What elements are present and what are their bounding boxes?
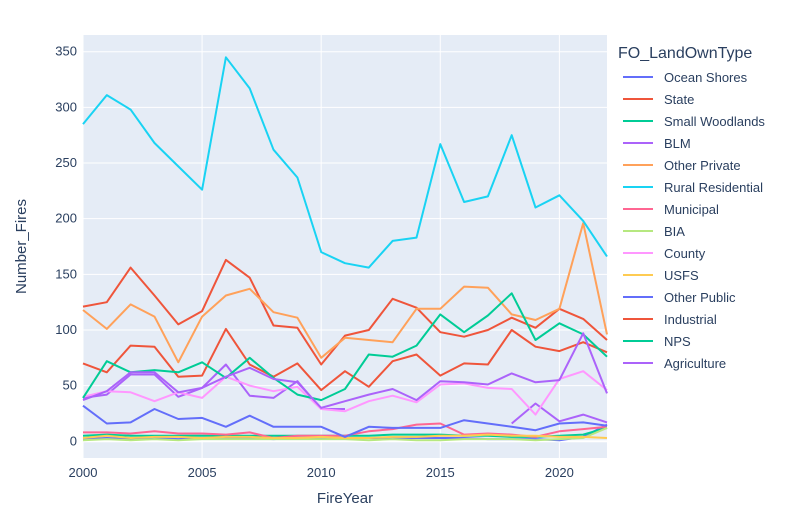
legend-title: FO_LandOwnType xyxy=(618,45,752,62)
series-line-usfs[interactable] xyxy=(82,433,608,439)
plot-background xyxy=(83,35,607,458)
y-tick-label: 300 xyxy=(55,99,77,114)
legend-item-industrial[interactable]: Industrial xyxy=(623,312,717,327)
legend-label: BIA xyxy=(664,224,685,239)
legend-item-small-woodlands[interactable]: Small Woodlands xyxy=(623,114,765,129)
x-axis-title: FireYear xyxy=(317,490,373,507)
legend-label: Industrial xyxy=(664,312,717,327)
series-line-other-private[interactable] xyxy=(82,222,608,364)
legend-label: Rural Residential xyxy=(664,180,763,195)
legend-label: Other Private xyxy=(664,158,741,173)
series-line-agriculture[interactable] xyxy=(82,332,608,409)
legend-item-nps[interactable]: NPS xyxy=(623,334,691,349)
legend-item-county[interactable]: County xyxy=(623,246,706,261)
series-line-bia[interactable] xyxy=(82,426,608,442)
legend-label: NPS xyxy=(664,334,691,349)
legend-item-rural-residential[interactable]: Rural Residential xyxy=(623,180,763,195)
x-tick-label: 2010 xyxy=(307,465,336,480)
legend-item-usfs[interactable]: USFS xyxy=(623,268,699,283)
legend-item-state[interactable]: State xyxy=(623,92,694,107)
legend-label: Municipal xyxy=(664,202,719,217)
y-tick-label: 100 xyxy=(55,322,77,337)
legend-label: Agriculture xyxy=(664,356,726,371)
legend-item-other-private[interactable]: Other Private xyxy=(623,158,741,173)
series-line-state[interactable] xyxy=(82,258,608,366)
legend-label: Ocean Shores xyxy=(664,70,748,85)
gridlines xyxy=(82,35,607,458)
legend-item-bia[interactable]: BIA xyxy=(623,224,685,239)
series-line-nps[interactable] xyxy=(82,292,608,402)
legend-item-other-public[interactable]: Other Public xyxy=(623,290,736,305)
y-tick-label: 250 xyxy=(55,155,77,170)
axis-ticks: 0 50 100 150 200 250 300 350 2000 2005 2010 2015 202… xyxy=(55,44,574,480)
y-axis-title: Number_Fires xyxy=(13,199,30,294)
x-tick-label: 2020 xyxy=(545,465,574,480)
x-tick-label: 2005 xyxy=(188,465,217,480)
legend-label: BLM xyxy=(664,136,691,151)
legend-label: County xyxy=(664,246,706,261)
series-lines xyxy=(82,56,608,442)
x-tick-label: 2000 xyxy=(69,465,98,480)
legend-item-blm[interactable]: BLM xyxy=(623,136,691,151)
legend-item-municipal[interactable]: Municipal xyxy=(623,202,719,217)
series-line-other-public[interactable] xyxy=(82,404,608,438)
series-line-county[interactable] xyxy=(82,370,608,416)
legend-label: USFS xyxy=(664,268,699,283)
series-line-rural-residential[interactable] xyxy=(82,56,608,269)
legend-label: Other Public xyxy=(664,290,736,305)
legend-label: Small Woodlands xyxy=(664,114,765,129)
legend-item-ocean-shores[interactable]: Ocean Shores xyxy=(623,70,748,85)
series-line-industrial[interactable] xyxy=(82,327,608,392)
y-tick-label: 200 xyxy=(55,211,77,226)
legend-item-agriculture[interactable]: Agriculture xyxy=(623,356,726,371)
y-tick-label: 50 xyxy=(63,378,77,393)
x-tick-label: 2015 xyxy=(426,465,455,480)
legend-label: State xyxy=(664,92,694,107)
y-tick-label: 0 xyxy=(70,433,77,448)
y-tick-label: 150 xyxy=(55,266,77,281)
legend[interactable]: FO_LandOwnType Ocean Shores State Small Wo… xyxy=(618,45,765,371)
y-tick-label: 350 xyxy=(55,44,77,59)
